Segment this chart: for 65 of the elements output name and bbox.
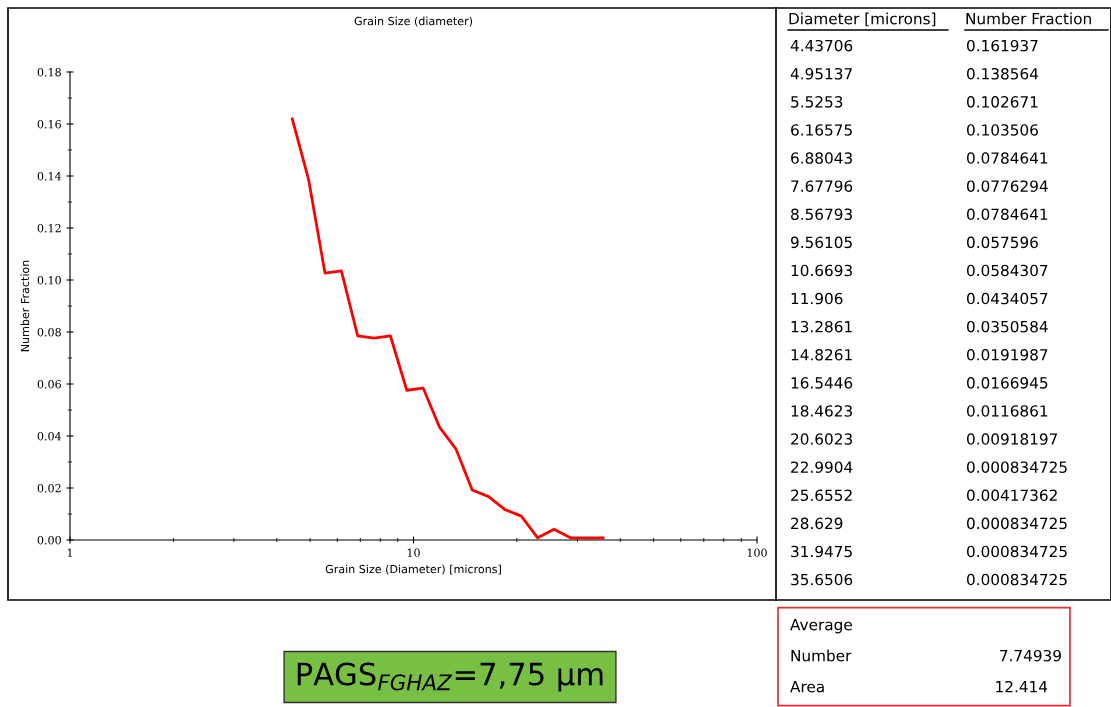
x-tick-label: 10 xyxy=(407,548,420,557)
text: 4.43706 xyxy=(790,39,853,52)
text: 14.8261 xyxy=(791,348,852,361)
text: 28.629 xyxy=(791,517,843,530)
text: 6.88043 xyxy=(791,152,852,164)
text: 25.6552 xyxy=(791,489,852,502)
y-tick-label: 0.04 xyxy=(37,431,62,441)
text: 0.0350584 xyxy=(967,320,1048,333)
y-axis-title: Number Fraction xyxy=(20,260,30,352)
y-tick-label: 0.02 xyxy=(37,483,61,493)
text: PAGS$_{FGHAZ}$=7,75 µm xyxy=(297,662,603,692)
x-axis-title: Grain Size (Diameter) [microns] xyxy=(325,564,501,575)
y-tick-label: 0.10 xyxy=(37,275,61,285)
text: Area xyxy=(790,681,824,693)
y-tick-label: 0.16 xyxy=(37,119,61,129)
text: 6.16575 xyxy=(791,124,852,136)
line-series xyxy=(290,117,605,540)
text: 0.0191987 xyxy=(967,348,1048,361)
chart-title: Grain Size (diameter) xyxy=(354,16,473,27)
text: 9.56105 xyxy=(790,236,852,249)
text: 4.95137 xyxy=(790,67,852,80)
text: 35.6506 xyxy=(791,573,853,586)
text: 5.5253 xyxy=(791,96,843,108)
text: 22.9904 xyxy=(791,461,853,473)
text: 0.0584307 xyxy=(967,264,1048,277)
text: 0.103506 xyxy=(967,124,1038,136)
y-tick-label: 0.00 xyxy=(37,535,61,545)
text: 0.138564 xyxy=(967,67,1039,80)
text: 7.67796 xyxy=(791,180,853,192)
text: 11.906 xyxy=(791,292,843,305)
text: Average xyxy=(790,619,852,634)
text: 0.000834725 xyxy=(967,573,1067,586)
y-tick-label: 0.06 xyxy=(37,379,61,389)
text: 0.0784641 xyxy=(967,208,1048,221)
text: 0.161937 xyxy=(967,39,1038,52)
y-tick-label: 0.18 xyxy=(37,67,61,77)
y-tick-label: 0.08 xyxy=(37,327,61,337)
text: 18.4623 xyxy=(791,405,852,417)
text: 0.0434057 xyxy=(967,292,1048,305)
text: Diameter [microns] xyxy=(789,12,936,27)
text: 7.74939 xyxy=(1000,649,1061,662)
text: 31.9475 xyxy=(791,545,852,558)
text: 0.0166945 xyxy=(967,377,1048,389)
text: 0.0776294 xyxy=(967,180,1048,192)
x-tick-label: 100 xyxy=(747,548,767,557)
text: 12.414 xyxy=(996,680,1048,693)
text: 0.00417362 xyxy=(967,489,1057,502)
text: 0.000834725 xyxy=(967,517,1067,530)
text: 0.000834725 xyxy=(967,461,1067,473)
text: 13.2861 xyxy=(791,320,852,333)
text: 0.0784641 xyxy=(967,152,1048,164)
x-tick-label: 1 xyxy=(67,548,72,557)
y-tick-label: 0.14 xyxy=(37,171,62,181)
text: 0.0116861 xyxy=(967,405,1048,417)
text: 0.057596 xyxy=(967,236,1038,249)
text: 10.6693 xyxy=(791,264,852,277)
text: 16.5446 xyxy=(791,377,853,389)
text: 0.00918197 xyxy=(967,433,1058,445)
text: Number Fraction xyxy=(966,12,1091,25)
text: 20.6023 xyxy=(791,433,852,445)
text: 8.56793 xyxy=(791,208,852,221)
text: 0.102671 xyxy=(967,96,1038,108)
y-tick-label: 0.12 xyxy=(37,223,61,233)
text: 0.000834725 xyxy=(967,545,1067,558)
text: Number xyxy=(791,649,852,662)
